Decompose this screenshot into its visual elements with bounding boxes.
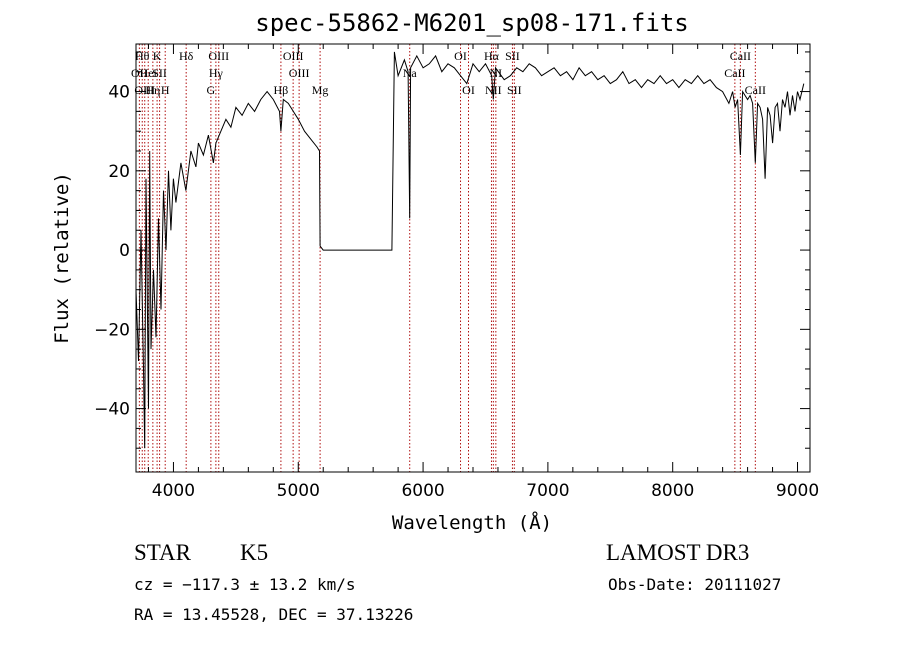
y-tick-label: −20 (94, 320, 130, 340)
line-marker-label: G (207, 83, 216, 97)
y-tick-label: 20 (108, 162, 130, 182)
spectrum-series (135, 51, 805, 449)
x-tick-label: 8000 (651, 481, 694, 501)
line-marker-label: Hei (140, 66, 158, 80)
spectrum-line (135, 51, 805, 449)
line-marker-label: SII (152, 66, 167, 80)
y-axis-label: Flux (relative) (51, 172, 73, 344)
x-tick-label: 5000 (277, 481, 320, 501)
line-markers (138, 44, 756, 472)
survey-name: LAMOST DR3 (606, 540, 750, 565)
x-tick-label: 4000 (152, 481, 195, 501)
sky-coordinates: RA = 13.45528, DEC = 37.13226 (134, 605, 414, 624)
line-marker-label: OII (131, 66, 148, 80)
line-marker-label: OIII (283, 49, 304, 63)
line-marker-label: CaII (745, 83, 766, 97)
chart-title: spec-55862-M6201_sp08-171.fits (255, 9, 688, 37)
line-marker-label: SII (507, 83, 522, 97)
line-marker-label: OI (454, 49, 467, 63)
line-marker-label: CaII (730, 49, 751, 63)
line-marker-label: OIII (289, 66, 310, 80)
line-marker-label: NI (490, 66, 503, 80)
line-marker-label: Hη (145, 83, 160, 97)
line-marker-label: OIII (134, 83, 155, 97)
y-tick-label: 0 (119, 241, 130, 261)
line-marker-label: K (153, 49, 162, 63)
x-tick-label: 6000 (401, 481, 444, 501)
observation-date: Obs-Date: 20111027 (608, 575, 782, 594)
line-marker-label: SII (505, 49, 520, 63)
line-marker-label: Mg (312, 83, 329, 97)
y-tick-label: −40 (94, 400, 130, 420)
object-class: STAR (134, 540, 191, 565)
y-tick-label: 40 (108, 83, 130, 103)
line-marker-labels: OIIHθOIIIHeiHηKSIIHHδGHγOIIIHβOIIIOIIIMg… (131, 49, 766, 97)
line-marker-label: Na (403, 66, 418, 80)
line-marker-label: Hδ (179, 49, 194, 63)
line-marker-label: NII (485, 83, 502, 97)
line-marker-label: Hθ (135, 49, 150, 63)
x-tick-label: 9000 (776, 481, 819, 501)
object-subclass: K5 (240, 540, 269, 565)
x-axis-ticks: 4000 5000 6000 7000 8000 9000 (147, 44, 819, 501)
line-marker-label: H (161, 83, 170, 97)
line-marker-label: OIII (208, 49, 229, 63)
line-marker-label: Hγ (209, 66, 224, 80)
line-marker-label: Hβ (274, 83, 289, 97)
x-tick-label: 7000 (526, 481, 569, 501)
y-axis-ticks: −40 −20 0 20 40 (94, 51, 810, 449)
line-marker-label: CaII (724, 66, 745, 80)
line-marker-label: OI (462, 83, 475, 97)
x-axis-label: Wavelength (Å) (392, 511, 552, 534)
redshift-cz: cz = −117.3 ± 13.2 km/s (134, 575, 356, 594)
line-marker-label: Hα (484, 49, 500, 63)
